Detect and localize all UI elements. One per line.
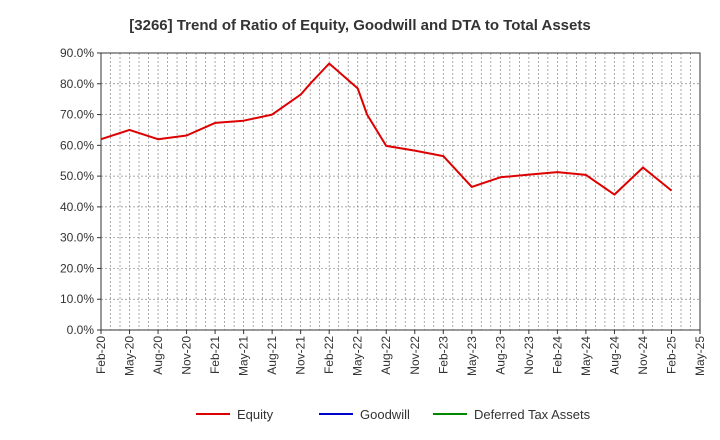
x-tick-label: Feb-21: [208, 336, 222, 374]
x-tick-label: Feb-25: [664, 336, 678, 374]
y-tick-label: 10.0%: [60, 292, 94, 306]
y-tick-label: 50.0%: [60, 169, 94, 183]
x-tick-label: Nov-23: [522, 336, 536, 375]
x-tick-label: May-22: [351, 336, 365, 376]
x-tick-label: May-21: [237, 336, 251, 376]
y-tick-label: 70.0%: [60, 108, 94, 122]
y-tick-label: 30.0%: [60, 231, 94, 245]
y-tick-label: 20.0%: [60, 261, 94, 275]
y-axis: 0.0% 10.0% 20.0% 30.0% 40.0% 50.0% 60.0% 70.0% 8…: [60, 46, 101, 337]
x-tick-label: Nov-21: [294, 336, 308, 375]
x-tick-label: Aug-24: [607, 336, 621, 375]
y-tick-label: 90.0%: [60, 46, 94, 60]
chart-title: [3266] Trend of Ratio of Equity, Goodwil…: [129, 17, 590, 34]
y-tick-label: 80.0%: [60, 77, 94, 91]
y-tick-label: 60.0%: [60, 138, 94, 152]
series-line-equity: [100, 62, 673, 196]
x-tick-label: May-20: [123, 336, 137, 376]
series-layer: [100, 62, 673, 196]
x-tick-label: Feb-23: [436, 336, 450, 374]
x-tick-label: Nov-24: [636, 336, 650, 375]
legend-label: Goodwill: [360, 407, 410, 422]
x-tick-label: May-25: [693, 336, 707, 376]
x-tick-label: Aug-22: [379, 336, 393, 375]
y-tick-label: 0.0%: [67, 323, 95, 337]
x-tick-label: Aug-21: [265, 336, 279, 375]
x-tick-label: May-23: [465, 336, 479, 376]
plot-area: [100, 52, 701, 331]
x-tick-label: Aug-23: [493, 336, 507, 375]
x-tick-label: Nov-22: [408, 336, 422, 375]
y-tick-label: 40.0%: [60, 200, 94, 214]
legend-label: Equity: [237, 407, 274, 422]
legend-item-deferred-tax-assets: Deferred Tax Assets: [433, 407, 591, 422]
x-tick-label: Aug-20: [151, 336, 165, 375]
legend-item-goodwill: Goodwill: [319, 407, 410, 422]
x-tick-label: Nov-20: [180, 336, 194, 375]
x-axis: Feb-20 May-20 Aug-20 Nov-20 Feb-21 May-21 Aug-…: [94, 330, 707, 376]
legend-item-equity: Equity: [196, 407, 274, 422]
legend: Equity Goodwill Deferred Tax Assets: [196, 407, 591, 422]
legend-label: Deferred Tax Assets: [474, 407, 591, 422]
x-tick-label: Feb-24: [550, 336, 564, 374]
x-tick-label: Feb-20: [94, 336, 108, 374]
x-tick-label: May-24: [579, 336, 593, 376]
x-tick-label: Feb-22: [322, 336, 336, 374]
